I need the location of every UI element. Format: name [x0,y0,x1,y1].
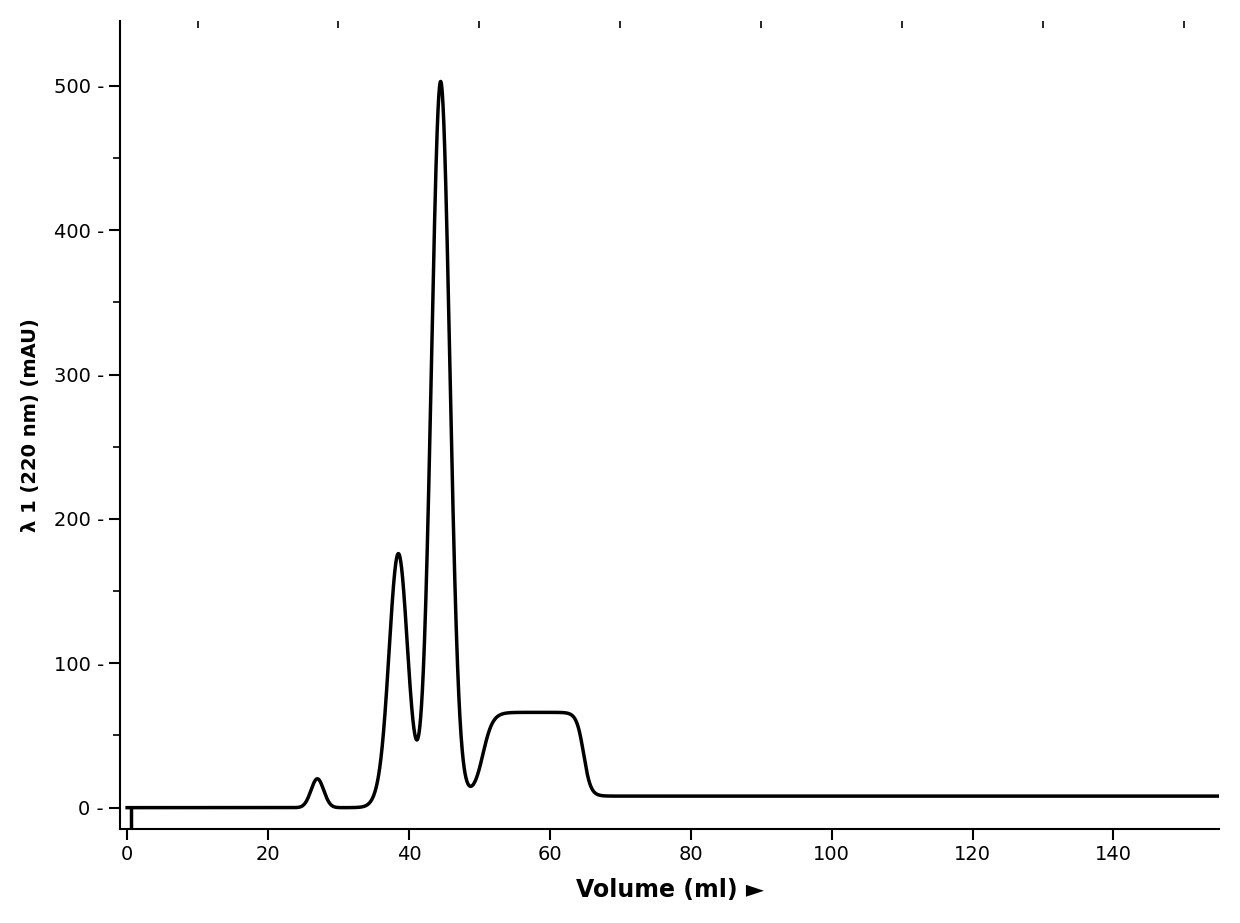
X-axis label: Volume (ml) ►: Volume (ml) ► [575,878,764,902]
Y-axis label: λ 1 (220 nm) (mAU): λ 1 (220 nm) (mAU) [21,318,40,532]
